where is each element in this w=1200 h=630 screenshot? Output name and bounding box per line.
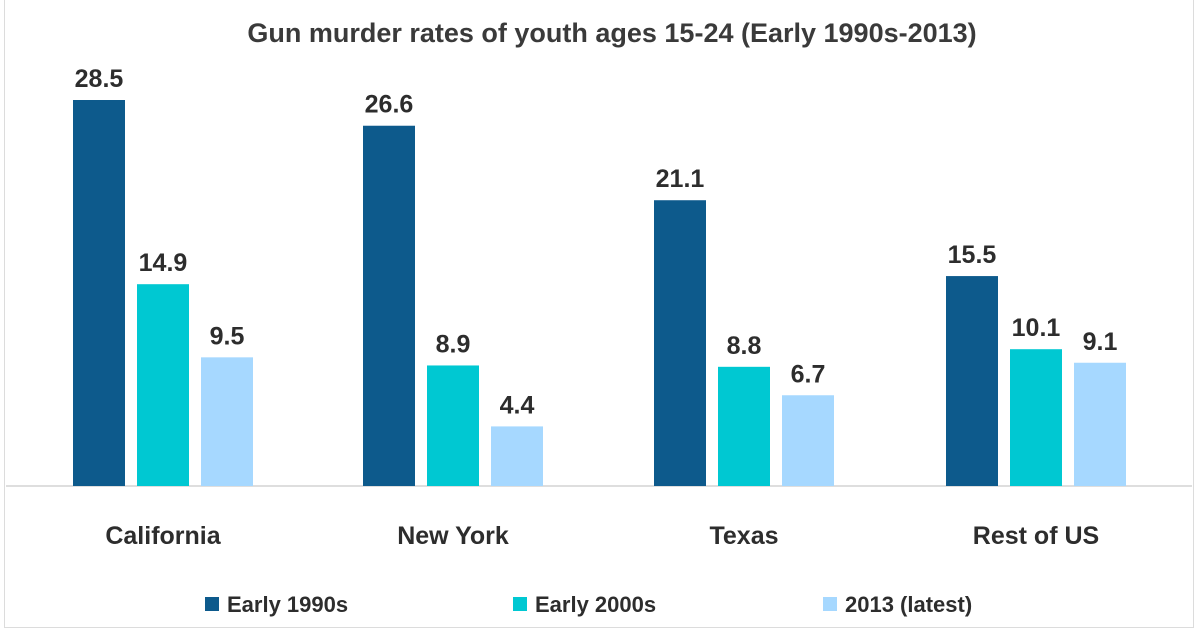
category-labels-layer: California New York Texas Rest of US [105, 522, 1099, 550]
value-label: 8.8 [727, 332, 762, 360]
legend-label: Early 2000s [535, 592, 656, 617]
category-label: Texas [709, 522, 778, 550]
legend-swatch [513, 597, 527, 611]
bar-new-york-series-3 [491, 426, 543, 486]
value-label: 15.5 [948, 241, 997, 269]
value-label: 8.9 [436, 330, 471, 358]
value-label: 4.4 [500, 391, 535, 419]
chart-title: Gun murder rates of youth ages 15-24 (Ea… [247, 18, 976, 48]
value-label: 9.1 [1083, 328, 1118, 356]
category-label: Rest of US [973, 522, 1099, 550]
category-label: New York [397, 522, 509, 550]
category-label: California [105, 522, 221, 550]
bar-texas-series-3 [782, 395, 834, 486]
bar-texas-series-1 [654, 200, 706, 487]
bar-california-series-3 [201, 357, 253, 486]
bar-texas-series-2 [718, 366, 770, 486]
bar-california-series-2 [137, 284, 189, 486]
bar-rest-of-us-series-1 [946, 276, 998, 486]
legend-label: Early 1990s [227, 592, 348, 617]
value-label: 10.1 [1012, 314, 1061, 342]
value-labels-layer: 28.5 14.9 9.5 26.6 8.9 4.4 21.1 8.8 6.7 15.5 10.1 9… [75, 65, 1118, 419]
bar-new-york-series-1 [363, 125, 415, 486]
bar-rest-of-us-series-2 [1010, 349, 1062, 486]
value-label: 28.5 [75, 65, 124, 93]
bar-california-series-1 [73, 100, 125, 486]
legend-swatch [205, 597, 219, 611]
bars-layer [73, 100, 1126, 487]
value-label: 6.7 [791, 360, 826, 388]
bar-rest-of-us-series-3 [1074, 362, 1126, 486]
legend-label: 2013 (latest) [845, 592, 972, 617]
value-label: 26.6 [365, 91, 414, 119]
legend-swatch [823, 597, 837, 611]
value-label: 21.1 [656, 165, 705, 193]
legend: Early 1990s Early 2000s 2013 (latest) [205, 592, 972, 617]
value-label: 9.5 [210, 322, 245, 350]
value-label: 14.9 [139, 249, 188, 277]
bar-new-york-series-2 [427, 365, 479, 486]
